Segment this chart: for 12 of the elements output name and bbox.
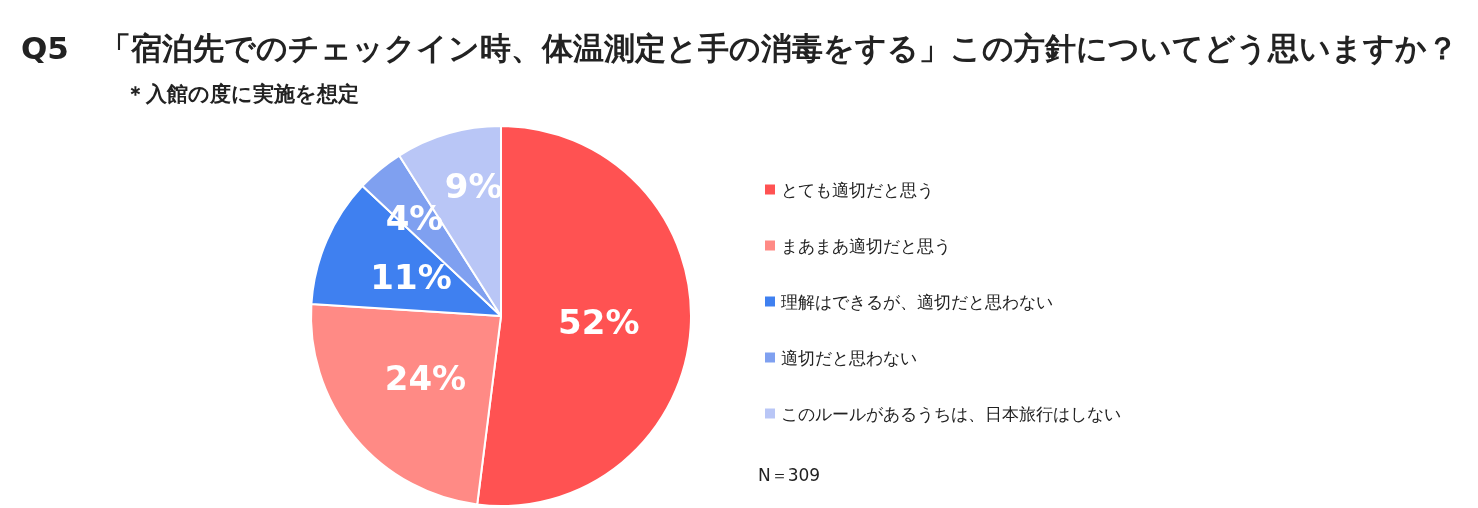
chart-title: Q5 「宿泊先でのチェックイン時、体温測定と手の消毒をする」この方針についてどう思いますか？ (21, 30, 1458, 66)
data-label: 52% (558, 302, 640, 343)
legend-label: まあまあ適切だと思う (781, 235, 951, 256)
legend-label: 理解はできるが、適切だと思わない (781, 291, 1053, 312)
legend-label: このルールがあるうちは、日本旅行はしない (781, 403, 1121, 424)
data-label: 24% (384, 358, 467, 399)
data-label: 9% (444, 165, 503, 206)
text: N＝309 (758, 464, 821, 485)
chart-subtitle: ＊入館の度に実施を想定 (125, 81, 359, 106)
data-label: 11% (370, 257, 452, 298)
legend-label: 適切だと思わない (781, 347, 917, 368)
legend-label: とても適切だと思う (781, 179, 934, 200)
